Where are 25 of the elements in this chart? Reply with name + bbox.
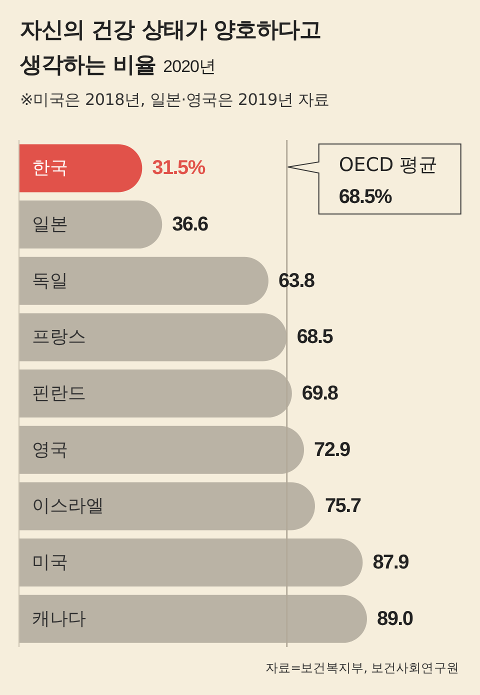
- bar: [19, 144, 142, 192]
- data-label: 72.9: [314, 438, 350, 461]
- bar: [19, 200, 162, 249]
- bar: [19, 256, 268, 305]
- text: 자료=보건복지부, 보건사회연구원: [265, 659, 459, 677]
- y-tick-label: 일본: [32, 214, 68, 235]
- y-tick-label: 독일: [32, 270, 68, 292]
- y-tick-label: 영국: [32, 439, 68, 460]
- data-label: 89.0: [377, 608, 414, 630]
- ref-line-label: OECD 평균 68.5%: [338, 154, 438, 208]
- data-label: 31.5%: [152, 157, 206, 180]
- data-label: 69.8: [302, 382, 338, 405]
- y-tick-label: 한국: [32, 158, 68, 179]
- y-tick-label: 프랑스: [32, 326, 86, 348]
- data-label: 68.5: [296, 326, 334, 348]
- data-label: 87.9: [372, 552, 410, 574]
- y-tick-label: 이스라엘: [32, 496, 104, 517]
- y-tick-label: 캐나다: [32, 608, 86, 630]
- y-tick-label: 미국: [32, 552, 68, 573]
- y-tick-label: 핀란드: [32, 383, 86, 404]
- data-label: 63.8: [278, 270, 315, 292]
- chart-subtitle: 2020년: [163, 57, 216, 76]
- data-label: 75.7: [324, 495, 362, 518]
- text: ※미국은 2018년, 일본·영국은 2019년 자료: [20, 90, 330, 110]
- data-label: 36.6: [172, 214, 209, 236]
